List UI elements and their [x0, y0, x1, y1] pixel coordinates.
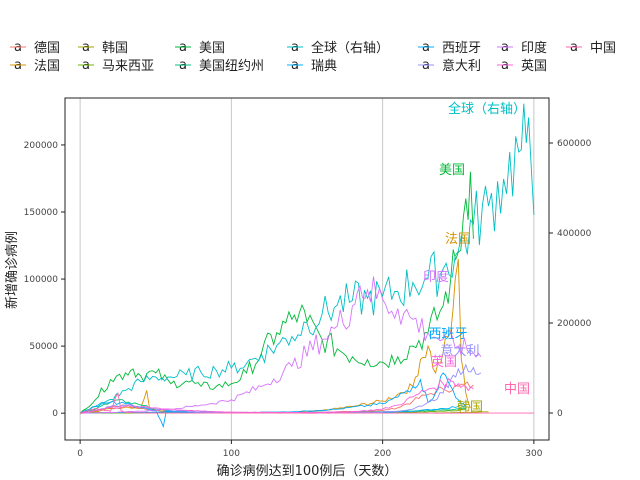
x-tick-label: 200 [374, 449, 391, 459]
legend-label-2: 韩国 [102, 41, 128, 56]
series-line-11 [80, 377, 474, 414]
y-axis-title: 新增确诊病例 [4, 231, 20, 309]
legend-label-6: 全球（右轴） [311, 40, 389, 56]
x-tick-label: 0 [77, 449, 83, 459]
legend-label-11: 英国 [521, 59, 547, 74]
legend-label-5: 美国纽约州 [199, 59, 264, 74]
y-right-tick-label: 600000 [557, 139, 592, 149]
legend-label-1: 法国 [34, 59, 60, 74]
series-label-8: 西班牙 [428, 327, 467, 342]
legend-label-3: 马来西亚 [102, 59, 154, 74]
y-left-tick-label: 0 [52, 409, 58, 419]
series-label-9: 意大利 [440, 343, 479, 359]
legend-label-10: 印度 [521, 40, 547, 56]
legend-label-7: 瑞典 [311, 59, 337, 74]
x-axis-title: 确诊病例达到100例后（天数） [217, 464, 398, 479]
axes: 0 100 200 300 0 50000 100000 150000 200000 0 20000… [24, 139, 592, 459]
legend-label-4: 美国 [199, 41, 225, 56]
plot-frame [64, 97, 550, 441]
y-left-tick-label: 200000 [24, 141, 59, 151]
y-left-tick-label: 50000 [29, 342, 58, 352]
y-right-tick-label: 0 [557, 409, 563, 419]
y-right-tick-label: 400000 [557, 229, 592, 239]
series-label-4: 美国 [439, 163, 465, 178]
legend-label-8: 西班牙 [442, 41, 481, 56]
series-label-6: 全球（右轴） [448, 101, 526, 117]
x-tick-label: 300 [525, 449, 542, 459]
series-line-1 [80, 258, 471, 414]
series-label-2: 韩国 [457, 400, 483, 415]
series-label-12: 中国 [504, 382, 530, 397]
series-line-12 [79, 391, 534, 414]
y-left-tick-label: 100000 [24, 275, 59, 285]
series-label-10: 印度 [423, 269, 449, 285]
series-line-4 [79, 171, 474, 414]
legend-label-12: 中国 [590, 41, 616, 56]
series-line-9 [80, 363, 482, 414]
legend-label-0: 德国 [34, 41, 60, 56]
y-left-tick-label: 150000 [24, 208, 59, 218]
y-right-tick-label: 200000 [557, 319, 592, 329]
series-label-1: 法国 [445, 232, 471, 247]
series-line-10 [80, 276, 482, 414]
legend-label-9: 意大利 [442, 58, 481, 74]
series-line-6 [79, 103, 535, 414]
grid [79, 98, 535, 440]
legend: a德国a法国a韩国a马来西亚a美国a美国纽约州a全球（右轴）a瑞典a西班牙a意大… [10, 40, 616, 74]
series-label-11: 英国 [431, 355, 457, 370]
x-tick-label: 100 [223, 449, 240, 459]
